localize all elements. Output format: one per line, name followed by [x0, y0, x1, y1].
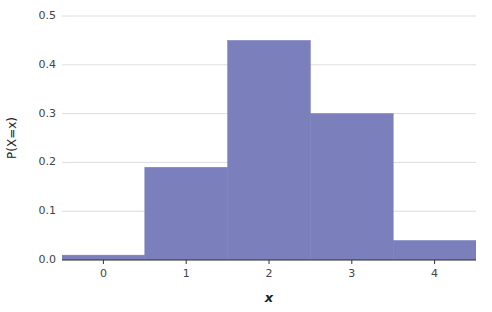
- x-tick: [103, 260, 104, 264]
- y-tick-label: 0.0: [39, 253, 57, 266]
- bar: [310, 114, 393, 260]
- x-tick-label: 2: [266, 267, 273, 280]
- bar: [228, 40, 311, 260]
- x-tick: [269, 260, 270, 264]
- x-tick-label: 4: [431, 267, 438, 280]
- x-tick: [351, 260, 352, 264]
- x-tick-label: 0: [100, 267, 107, 280]
- bars: [62, 40, 476, 260]
- bar: [145, 167, 228, 260]
- y-tick-label: 0.5: [39, 9, 57, 22]
- y-axis-label: P(X=x): [5, 117, 19, 159]
- y-tick-label: 0.3: [39, 107, 57, 120]
- x-axis-label: x: [264, 290, 274, 305]
- y-tick-label: 0.2: [39, 155, 57, 168]
- chart: 0.0 0.1 0.2 0.3 0.4 0.5 0 1 2 3 4 x P(X=x): [0, 0, 492, 312]
- bar: [62, 255, 145, 260]
- x-tick: [186, 260, 187, 264]
- y-tick-label: 0.1: [39, 204, 57, 217]
- bar: [393, 240, 476, 260]
- x-tick-label: 1: [183, 267, 190, 280]
- x-tick-label: 3: [348, 267, 355, 280]
- y-tick-label: 0.4: [39, 58, 57, 71]
- x-tick: [434, 260, 435, 264]
- grid-line: [62, 16, 476, 17]
